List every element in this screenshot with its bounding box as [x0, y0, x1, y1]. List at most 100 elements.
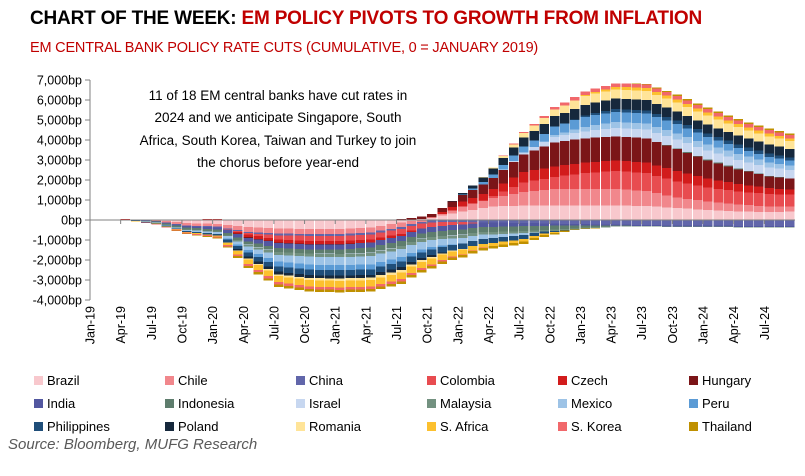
- area-segment-chile: [529, 191, 539, 206]
- area-segment-thailand: [580, 228, 590, 230]
- area-segment-brazil: [508, 205, 519, 220]
- area-segment-colombia: [406, 225, 417, 231]
- area-segment-romania: [386, 272, 396, 275]
- area-segment-india: [161, 222, 172, 224]
- area-segment-malaysia: [202, 230, 212, 232]
- area-segment-poland: [682, 116, 693, 125]
- area-segment-malaysia: [692, 226, 703, 228]
- area-segment-philippines: [365, 269, 376, 275]
- area-segment-china: [386, 228, 396, 231]
- area-segment-israel: [743, 162, 754, 171]
- area-segment-brazil: [365, 220, 376, 228]
- area-segment-mexico: [284, 255, 294, 263]
- area-segment-chile: [243, 227, 253, 232]
- area-segment-s-africa: [427, 258, 437, 265]
- area-segment-philippines: [590, 113, 601, 116]
- area-segment-czech: [662, 168, 672, 179]
- area-segment-s-korea: [406, 273, 417, 276]
- area-segment-malaysia: [662, 226, 672, 227]
- area-segment-chile: [611, 189, 621, 206]
- legend-item-s-africa: S. Africa: [427, 417, 558, 435]
- area-segment-indonesia: [713, 162, 723, 164]
- area-segment-czech: [376, 237, 386, 241]
- area-segment-czech: [498, 183, 509, 192]
- area-segment-indonesia: [703, 159, 713, 161]
- area-segment-thailand: [202, 236, 212, 238]
- x-tick-label: Apr-23: [605, 306, 619, 344]
- area-segment-indonesia: [539, 225, 550, 231]
- area-segment-philippines: [529, 233, 539, 237]
- area-segment-poland: [304, 275, 315, 278]
- area-segment-china: [233, 230, 243, 232]
- area-segment-czech: [703, 178, 713, 188]
- area-segment-malaysia: [376, 250, 386, 254]
- area-segment-romania: [692, 111, 703, 121]
- area-segment-poland: [713, 128, 723, 137]
- x-tick-label: Jan-22: [451, 306, 465, 344]
- area-segment-czech: [600, 161, 611, 172]
- area-segment-brazil: [355, 220, 366, 228]
- area-segment-israel: [529, 147, 539, 151]
- legend-item-indonesia: Indonesia: [165, 394, 296, 412]
- area-segment-colombia: [519, 182, 529, 192]
- area-segment-brazil: [754, 211, 764, 220]
- area-segment-hungary: [427, 213, 437, 217]
- area-segment-poland: [754, 141, 764, 151]
- area-segment-czech: [437, 212, 447, 215]
- area-segment-colombia: [376, 232, 386, 238]
- legend-item-romania: Romania: [296, 417, 427, 435]
- area-segment-s-africa: [590, 92, 601, 94]
- area-segment-poland: [253, 261, 263, 264]
- area-segment-malaysia: [508, 231, 519, 234]
- area-segment-s-korea: [611, 83, 621, 87]
- area-segment-israel: [754, 164, 764, 174]
- area-segment-chile: [631, 190, 642, 206]
- area-segment-israel: [519, 152, 529, 155]
- area-segment-malaysia: [580, 227, 590, 229]
- area-segment-s-africa: [774, 135, 785, 139]
- area-segment-chile: [764, 206, 774, 212]
- area-segment-hungary: [345, 243, 355, 244]
- area-segment-indonesia: [396, 240, 407, 246]
- legend-label-china: China: [309, 372, 343, 388]
- legend-swatch-india: [34, 398, 43, 408]
- area-segment-romania: [784, 140, 795, 149]
- area-segment-peru: [335, 265, 345, 271]
- area-segment-chile: [253, 227, 263, 233]
- area-segment-peru: [273, 261, 284, 267]
- area-segment-peru: [478, 182, 488, 185]
- area-segment-indonesia: [754, 173, 764, 174]
- legend-label-israel: Israel: [309, 395, 341, 411]
- area-segment-s-korea: [161, 226, 172, 228]
- area-segment-china: [376, 230, 386, 233]
- area-segment-mexico: [743, 156, 754, 163]
- area-segment-chile: [233, 226, 243, 231]
- area-segment-s-africa: [723, 120, 733, 124]
- x-tick-label: Jan-20: [206, 306, 220, 344]
- area-segment-israel: [611, 127, 621, 137]
- area-segment-chile: [651, 193, 662, 207]
- x-tick-label: Apr-24: [727, 306, 741, 344]
- area-segment-brazil: [294, 220, 304, 229]
- area-segment-s-korea: [764, 130, 774, 134]
- area-segment-china: [672, 220, 682, 226]
- area-segment-czech: [590, 161, 601, 173]
- area-segment-chile: [314, 229, 325, 234]
- x-tick-label: Oct-19: [175, 306, 189, 344]
- area-segment-romania: [743, 130, 754, 139]
- area-segment-israel: [641, 129, 652, 139]
- area-segment-s-korea: [590, 88, 601, 93]
- area-segment-s-korea: [682, 100, 693, 104]
- area-segment-indonesia: [580, 225, 590, 228]
- area-segment-hungary: [713, 163, 723, 181]
- area-segment-poland: [406, 262, 417, 265]
- area-segment-mexico: [161, 224, 172, 226]
- area-segment-romania: [723, 123, 733, 132]
- area-segment-peru: [355, 264, 366, 270]
- area-segment-indonesia: [682, 152, 693, 153]
- area-segment-indonesia: [243, 241, 253, 245]
- area-segment-poland: [621, 98, 631, 110]
- area-segment-israel: [774, 168, 785, 178]
- legend-swatch-china: [296, 375, 305, 385]
- area-segment-philippines: [703, 133, 713, 137]
